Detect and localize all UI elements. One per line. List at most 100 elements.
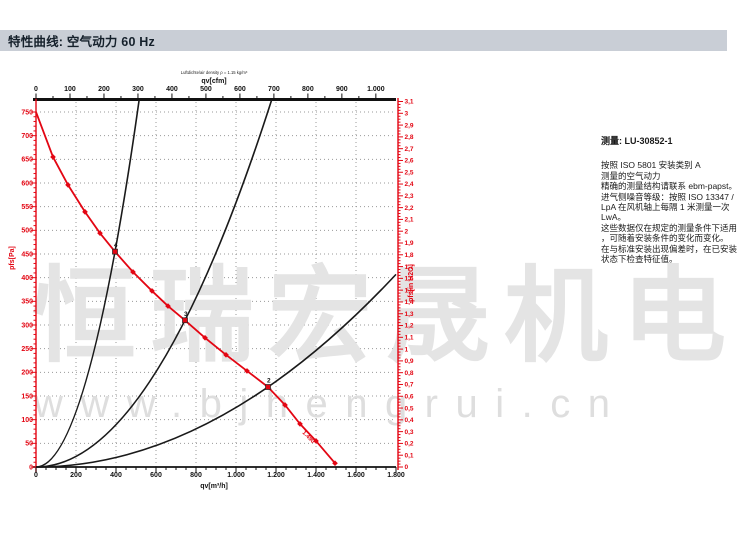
svg-text:2,1: 2,1 [405, 217, 414, 224]
svg-text:0: 0 [34, 472, 38, 479]
curve-point-marker [297, 421, 303, 427]
svg-text:0,6: 0,6 [405, 393, 414, 400]
curve-point-marker [282, 402, 288, 408]
svg-text:500: 500 [21, 228, 33, 235]
curve-point-marker [97, 230, 103, 237]
curve-point-marker [65, 182, 71, 188]
measurement-note-line: 按照 ISO 5801 安装类别 A [601, 160, 701, 171]
operating-point-number: 4 [114, 242, 118, 249]
operating-point-number: 3 [184, 311, 188, 318]
top-axis-label: qv[cfm] [201, 78, 226, 85]
svg-text:1,3: 1,3 [405, 311, 414, 318]
air-density-note: Luftdichte/air density ρ = 1.15 kg/m³ [181, 70, 248, 75]
svg-text:1.200: 1.200 [267, 472, 285, 479]
measurement-note-line: 进气侧噪音等级：按照 ISO 13347 / [601, 191, 734, 202]
svg-text:1: 1 [405, 346, 409, 353]
svg-text:0: 0 [29, 464, 33, 471]
svg-text:200: 200 [70, 472, 82, 479]
left-axis-label: pfs[Pa] [9, 246, 16, 270]
svg-text:1.400: 1.400 [307, 472, 325, 479]
svg-text:2,9: 2,9 [405, 122, 414, 129]
svg-text:650: 650 [21, 157, 33, 164]
measurement-note-line: 在与标准安装出现偏差时，在已安装 [601, 243, 738, 254]
svg-text:2: 2 [405, 228, 409, 235]
svg-text:0: 0 [405, 464, 409, 471]
svg-text:0,4: 0,4 [405, 417, 414, 424]
svg-text:0,3: 0,3 [405, 429, 414, 436]
svg-text:1,8: 1,8 [405, 252, 414, 259]
svg-text:1.800: 1.800 [387, 472, 405, 479]
svg-text:300: 300 [132, 86, 144, 93]
svg-text:1,2: 1,2 [405, 323, 414, 330]
svg-text:100: 100 [21, 417, 33, 424]
curve-point-marker [165, 303, 171, 309]
measurement-info-panel: 测量: LU-30852-1 按照 ISO 5801 安装类别 A 测量的空气动力… [601, 136, 750, 264]
system-curve [35, 100, 140, 468]
svg-text:2,6: 2,6 [405, 158, 414, 165]
svg-text:350: 350 [21, 299, 33, 306]
svg-text:2,2: 2,2 [405, 205, 414, 212]
svg-text:2,5: 2,5 [405, 169, 414, 176]
measurement-note-line: 这些数据仅在规定的测量条件下适用 [601, 222, 738, 233]
svg-text:750: 750 [21, 109, 33, 116]
svg-text:550: 550 [21, 204, 33, 211]
svg-text:50: 50 [25, 441, 33, 448]
svg-text:0,8: 0,8 [405, 370, 414, 377]
svg-text:200: 200 [21, 370, 33, 377]
measurement-note-line: LpA 在风机轴上每隔 1 米测量一次 [601, 202, 730, 213]
svg-text:600: 600 [150, 472, 162, 479]
svg-text:1,7: 1,7 [405, 264, 414, 271]
svg-text:700: 700 [268, 86, 280, 93]
watermark-url: www.bjhengrui.cn [33, 382, 628, 426]
curve-point-marker [244, 368, 250, 374]
measurement-note-line: LwA。 [601, 212, 627, 223]
operating-point-marker [182, 317, 188, 324]
operating-point-marker [265, 384, 271, 390]
fan-curve [35, 111, 336, 464]
measurement-notes: 按照 ISO 5801 安装类别 A 测量的空气动力 精确的测量结构请联系 ebm-… [601, 160, 750, 264]
svg-text:2,7: 2,7 [405, 146, 414, 153]
watermark-text: 恒瑞宏晟机电 [32, 259, 740, 375]
system-curve [35, 273, 397, 468]
svg-text:1.000: 1.000 [227, 472, 245, 479]
svg-text:1,6: 1,6 [405, 276, 414, 283]
svg-text:0: 0 [34, 86, 38, 93]
svg-text:500: 500 [200, 86, 212, 93]
svg-text:400: 400 [21, 275, 33, 282]
svg-text:0,1: 0,1 [405, 452, 414, 459]
svg-text:400: 400 [110, 472, 122, 479]
curve-point-marker [82, 209, 88, 215]
curve-point-marker [313, 438, 319, 444]
svg-text:200: 200 [98, 86, 110, 93]
grid [36, 98, 396, 467]
axis-titles: Luftdichte/air density ρ = 1.15 kg/m³ qv[… [9, 70, 415, 490]
section-title: 特性曲线: 空气动力 60 Hz [8, 35, 155, 49]
operating-point-number: 2 [267, 378, 271, 385]
measurement-note-line: 状态下检查特征值。 [601, 254, 678, 265]
svg-text:0,2: 0,2 [405, 441, 414, 448]
svg-text:300: 300 [21, 322, 33, 329]
measurement-note-line: ，可随着安装条件的变化而变化。 [601, 233, 729, 244]
svg-text:0,9: 0,9 [405, 358, 414, 365]
svg-text:0,5: 0,5 [405, 405, 414, 412]
bottom-axis-label: qv[m³/h] [200, 483, 228, 490]
svg-text:800: 800 [302, 86, 314, 93]
watermark: 恒瑞宏晟机电 www.bjhengrui.cn [32, 259, 740, 426]
svg-text:1.600: 1.600 [347, 472, 365, 479]
svg-text:150: 150 [21, 393, 33, 400]
operating-point-marker [112, 248, 118, 255]
system-curve [35, 99, 273, 468]
svg-text:1,4: 1,4 [405, 299, 414, 306]
svg-text:800: 800 [190, 472, 202, 479]
axis-ticks [31, 93, 403, 473]
svg-text:700: 700 [21, 133, 33, 140]
svg-text:250: 250 [21, 346, 33, 353]
measurement-note-line: 测量的空气动力 [601, 170, 661, 181]
curve-point-marker [130, 269, 136, 275]
system-resistance-curves [35, 99, 397, 468]
svg-text:600: 600 [234, 86, 246, 93]
svg-text:2,4: 2,4 [405, 181, 414, 188]
